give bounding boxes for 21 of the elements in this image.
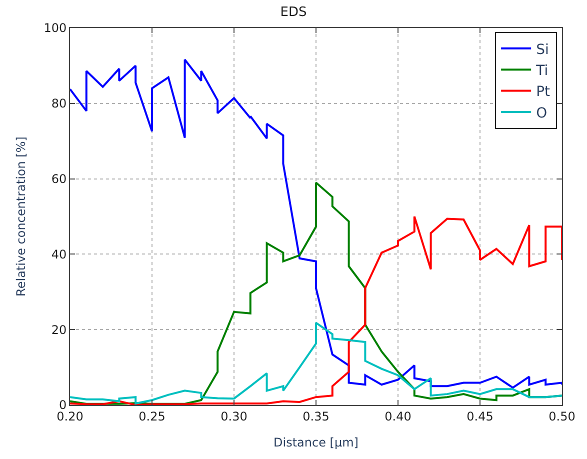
- x-axis-title: Distance [μm]: [274, 435, 358, 450]
- y-tick-label: 20: [51, 322, 67, 337]
- y-tick-label: 60: [51, 172, 67, 186]
- x-tick-label: 0.40: [384, 409, 412, 424]
- y-tick-label: 80: [51, 96, 67, 111]
- x-tick-label: 0.50: [548, 409, 576, 424]
- y-tick-label: 40: [51, 247, 67, 262]
- x-tick-label: 0.30: [220, 409, 248, 424]
- legend-label: Pt: [536, 84, 551, 100]
- x-tick-label: 0.25: [138, 409, 166, 424]
- x-tick-label: 0.45: [466, 409, 494, 424]
- legend-label: Si: [536, 42, 549, 58]
- line-series: [70, 58, 562, 389]
- chart-title: EDS: [280, 4, 307, 20]
- y-axis-title: Relative concentration [%]: [14, 136, 28, 296]
- x-tick-label: 0.35: [302, 409, 330, 424]
- y-tick-label: 100: [44, 21, 67, 36]
- legend-label: O: [536, 105, 548, 122]
- legend-label: Ti: [535, 63, 548, 80]
- line-series: [70, 322, 562, 404]
- line-series: [70, 216, 562, 405]
